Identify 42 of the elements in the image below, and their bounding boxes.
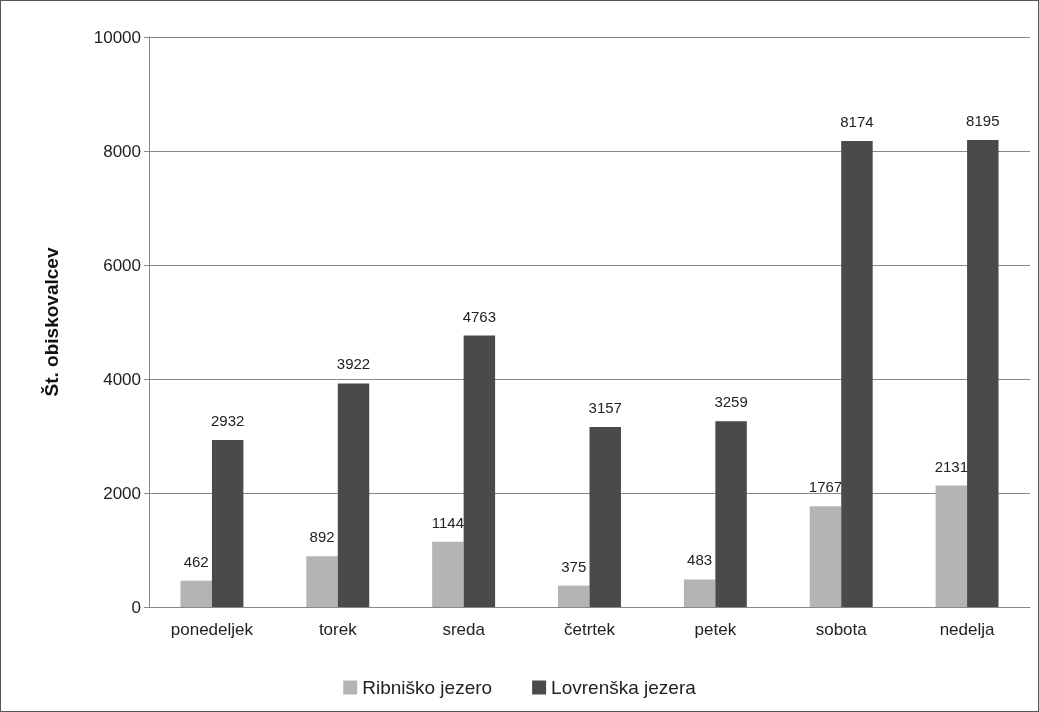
x-tick-label: ponedeljek (170, 620, 254, 639)
bar (463, 335, 496, 607)
x-tick-label: četrtek (563, 620, 616, 639)
data-label: 892 (309, 528, 335, 546)
data-label: 462 (183, 552, 209, 570)
bar (211, 439, 244, 607)
y-tick-label: 2000 (103, 483, 141, 503)
legend-label: Lovrenška jezera (551, 677, 697, 698)
bar (715, 421, 747, 607)
y-tick-label: 6000 (103, 255, 141, 275)
bar (683, 579, 716, 607)
bar (935, 485, 968, 607)
data-label: 1144 (431, 513, 465, 531)
y-axis-title: Št. obiskovalcev (41, 247, 62, 397)
data-label: 4763 (462, 307, 497, 325)
x-tick-label: sreda (442, 620, 486, 639)
bar (967, 139, 999, 607)
y-tick-label: 10000 (93, 27, 141, 47)
bar (809, 506, 842, 607)
data-label: 2932 (210, 411, 245, 429)
bar (589, 427, 621, 607)
data-label: 3922 (336, 355, 371, 373)
y-tick-label: 4000 (103, 369, 141, 389)
data-label: 8174 (840, 113, 874, 131)
x-tick-label: sobota (815, 620, 868, 639)
bar (180, 580, 212, 607)
legend-label: Ribniško jezero (362, 677, 493, 698)
x-tick-label: nedelja (939, 620, 996, 639)
data-label: 3259 (714, 393, 748, 411)
data-label: 483 (687, 551, 713, 569)
bar (432, 541, 464, 607)
data-label: 8195 (966, 111, 1000, 129)
x-tick-label: torek (318, 620, 358, 639)
data-label: 3157 (588, 399, 622, 417)
bar (558, 585, 590, 607)
data-label: 375 (561, 557, 587, 575)
bar (337, 383, 370, 607)
y-tick-label: 8000 (103, 141, 141, 161)
bar (841, 141, 873, 607)
y-tick-label: 0 (131, 597, 141, 617)
bar (306, 556, 338, 607)
x-tick-label: petek (694, 620, 737, 639)
